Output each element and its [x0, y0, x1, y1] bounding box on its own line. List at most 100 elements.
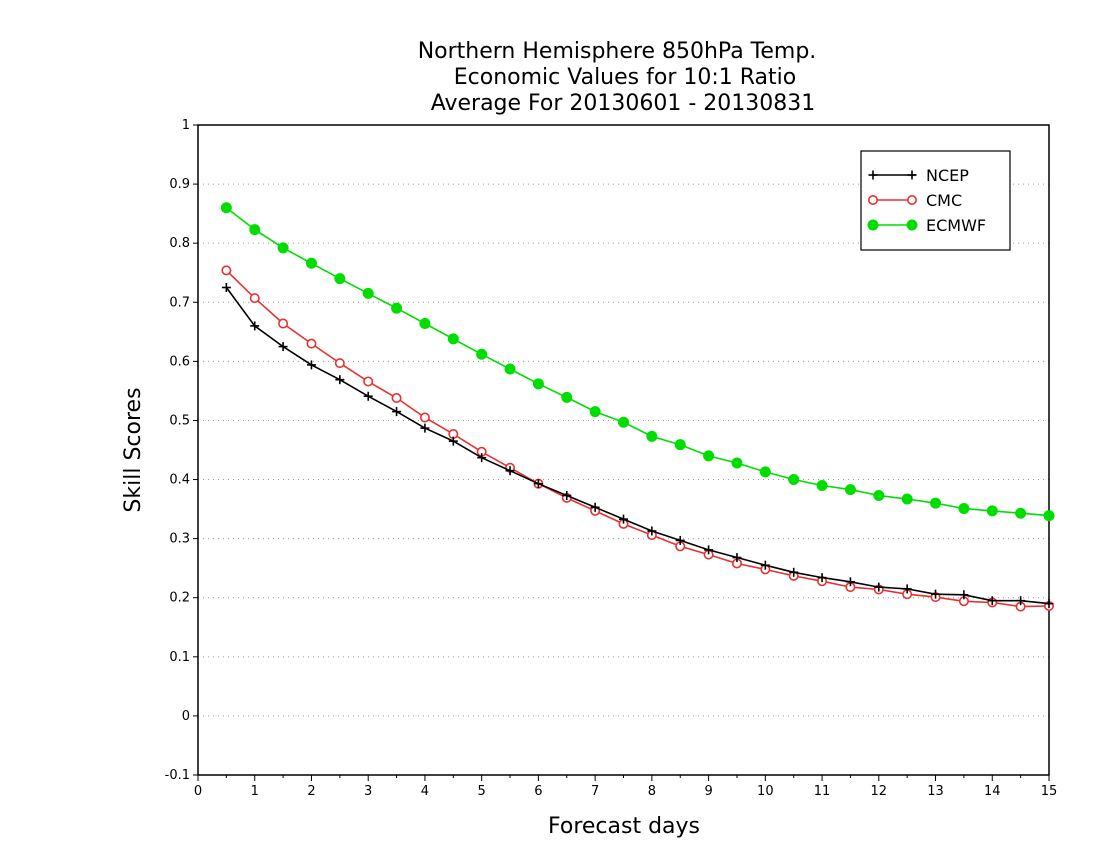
- data-point-ncep: [335, 375, 345, 385]
- chart-title: Northern Hemisphere 850hPa Temp. Economi…: [418, 39, 817, 116]
- chart-title-line-3: Average For 20130601 - 20130831: [431, 91, 816, 116]
- data-point-ecmwf: [1043, 510, 1055, 522]
- data-point-ncep: [420, 423, 430, 433]
- data-point-cmc: [363, 376, 374, 387]
- data-point-cmc: [249, 293, 260, 304]
- x-tick-label: 15: [1041, 784, 1058, 799]
- series-line-ncep: [225, 287, 1050, 605]
- data-point-ecmwf: [958, 503, 970, 514]
- x-tick-label: 13: [927, 784, 944, 799]
- data-point-ecmwf: [986, 505, 998, 517]
- x-tick-label: 1: [251, 784, 259, 799]
- data-point-ncep: [845, 577, 855, 587]
- series-ncep: [221, 283, 1054, 609]
- data-point-ecmwf: [589, 406, 601, 418]
- data-point-cmc: [278, 318, 289, 329]
- data-point-ncep: [278, 342, 288, 352]
- data-point-ncep: [902, 584, 912, 594]
- data-point-ncep: [306, 360, 316, 370]
- data-point-ncep: [732, 553, 742, 563]
- x-tick-label: 11: [814, 784, 831, 799]
- data-point-ecmwf: [532, 378, 544, 390]
- data-point-cmc: [221, 265, 232, 276]
- x-axis-ticks: 0 1 2 3 4 5 6 7 8 9 10 11 12 13 14 15: [194, 775, 1057, 799]
- x-tick-label: 5: [478, 784, 486, 799]
- data-point-ncep: [1044, 599, 1054, 609]
- data-point-ecmwf: [391, 302, 403, 314]
- data-point-ecmwf: [816, 479, 828, 491]
- data-point-ecmwf: [788, 474, 800, 486]
- legend-marker-ecmwf: [867, 219, 879, 231]
- x-tick-label: 8: [648, 784, 656, 799]
- x-tick-label: 2: [307, 784, 315, 799]
- legend-label-ncep: NCEP: [926, 166, 969, 185]
- data-point-ecmwf: [703, 450, 715, 462]
- data-point-ncep: [562, 491, 572, 500]
- data-point-ncep: [760, 560, 770, 570]
- data-point-ecmwf: [305, 257, 317, 269]
- data-point-ecmwf: [220, 202, 232, 214]
- data-point-ecmwf: [930, 497, 942, 509]
- x-axis-label: Forecast days: [548, 814, 700, 839]
- data-point-ncep: [250, 321, 260, 331]
- data-point-ncep: [704, 545, 714, 555]
- series-line-cmc: [225, 269, 1050, 608]
- y-tick-label: 0.3: [169, 532, 190, 547]
- data-point-ecmwf: [873, 490, 885, 501]
- y-tick-label: 0.4: [169, 473, 190, 488]
- data-point-ncep: [533, 479, 543, 489]
- y-tick-label: 0.1: [169, 650, 190, 665]
- y-tick-label: 0: [182, 709, 190, 724]
- y-tick-label: -0.1: [165, 768, 190, 783]
- data-point-ecmwf: [759, 466, 771, 478]
- data-point-ecmwf: [646, 430, 658, 442]
- y-tick-label: 1: [182, 118, 190, 133]
- data-point-ecmwf: [249, 224, 261, 236]
- data-point-ncep: [931, 589, 941, 599]
- data-point-ecmwf: [419, 318, 431, 330]
- legend-marker-cmc: [906, 195, 917, 206]
- data-point-ecmwf: [334, 273, 346, 285]
- x-tick-label: 6: [534, 784, 542, 799]
- series-lines: [220, 202, 1055, 612]
- data-point-ecmwf: [901, 493, 913, 505]
- data-point-ncep: [505, 466, 515, 476]
- legend-item-cmc: CMC: [867, 191, 962, 210]
- x-tick-label: 9: [704, 784, 712, 799]
- data-point-ncep: [987, 596, 997, 606]
- data-point-cmc: [391, 392, 402, 403]
- data-point-ecmwf: [618, 416, 629, 428]
- x-tick-label: 7: [591, 784, 599, 799]
- data-point-ecmwf: [504, 363, 516, 375]
- legend-marker-ecmwf: [906, 219, 918, 231]
- legend: NCEP CMC ECMWF: [860, 150, 1011, 251]
- data-point-ecmwf: [674, 439, 686, 451]
- series-ecmwf: [220, 202, 1055, 522]
- data-point-ncep: [221, 283, 231, 292]
- data-point-ecmwf: [476, 348, 488, 360]
- data-point-ncep: [1016, 596, 1026, 606]
- legend-marker-ncep: [907, 170, 917, 180]
- y-tick-label: 0.2: [169, 591, 190, 606]
- data-point-ncep: [448, 436, 458, 446]
- data-point-ncep: [590, 502, 600, 512]
- data-point-ecmwf: [844, 484, 856, 496]
- legend-item-ecmwf: ECMWF: [867, 216, 986, 235]
- y-tick-label: 0.8: [169, 236, 190, 251]
- chart-title-line-1: Northern Hemisphere 850hPa Temp.: [418, 39, 817, 64]
- data-point-ecmwf: [731, 457, 743, 469]
- data-point-ncep: [817, 573, 827, 583]
- y-tick-label: 0.9: [169, 177, 190, 192]
- data-point-ncep: [477, 453, 487, 463]
- x-tick-label: 12: [871, 784, 888, 799]
- chart-title-line-2: Economic Values for 10:1 Ratio: [454, 65, 796, 90]
- y-tick-label: 0.5: [169, 413, 190, 428]
- data-point-ecmwf: [1015, 507, 1027, 519]
- x-tick-label: 0: [194, 784, 202, 799]
- legend-label-cmc: CMC: [926, 191, 962, 210]
- series-line-ecmwf: [225, 207, 1050, 517]
- x-tick-label: 10: [757, 784, 774, 799]
- x-tick-label: 4: [421, 784, 429, 799]
- data-point-ecmwf: [362, 287, 374, 299]
